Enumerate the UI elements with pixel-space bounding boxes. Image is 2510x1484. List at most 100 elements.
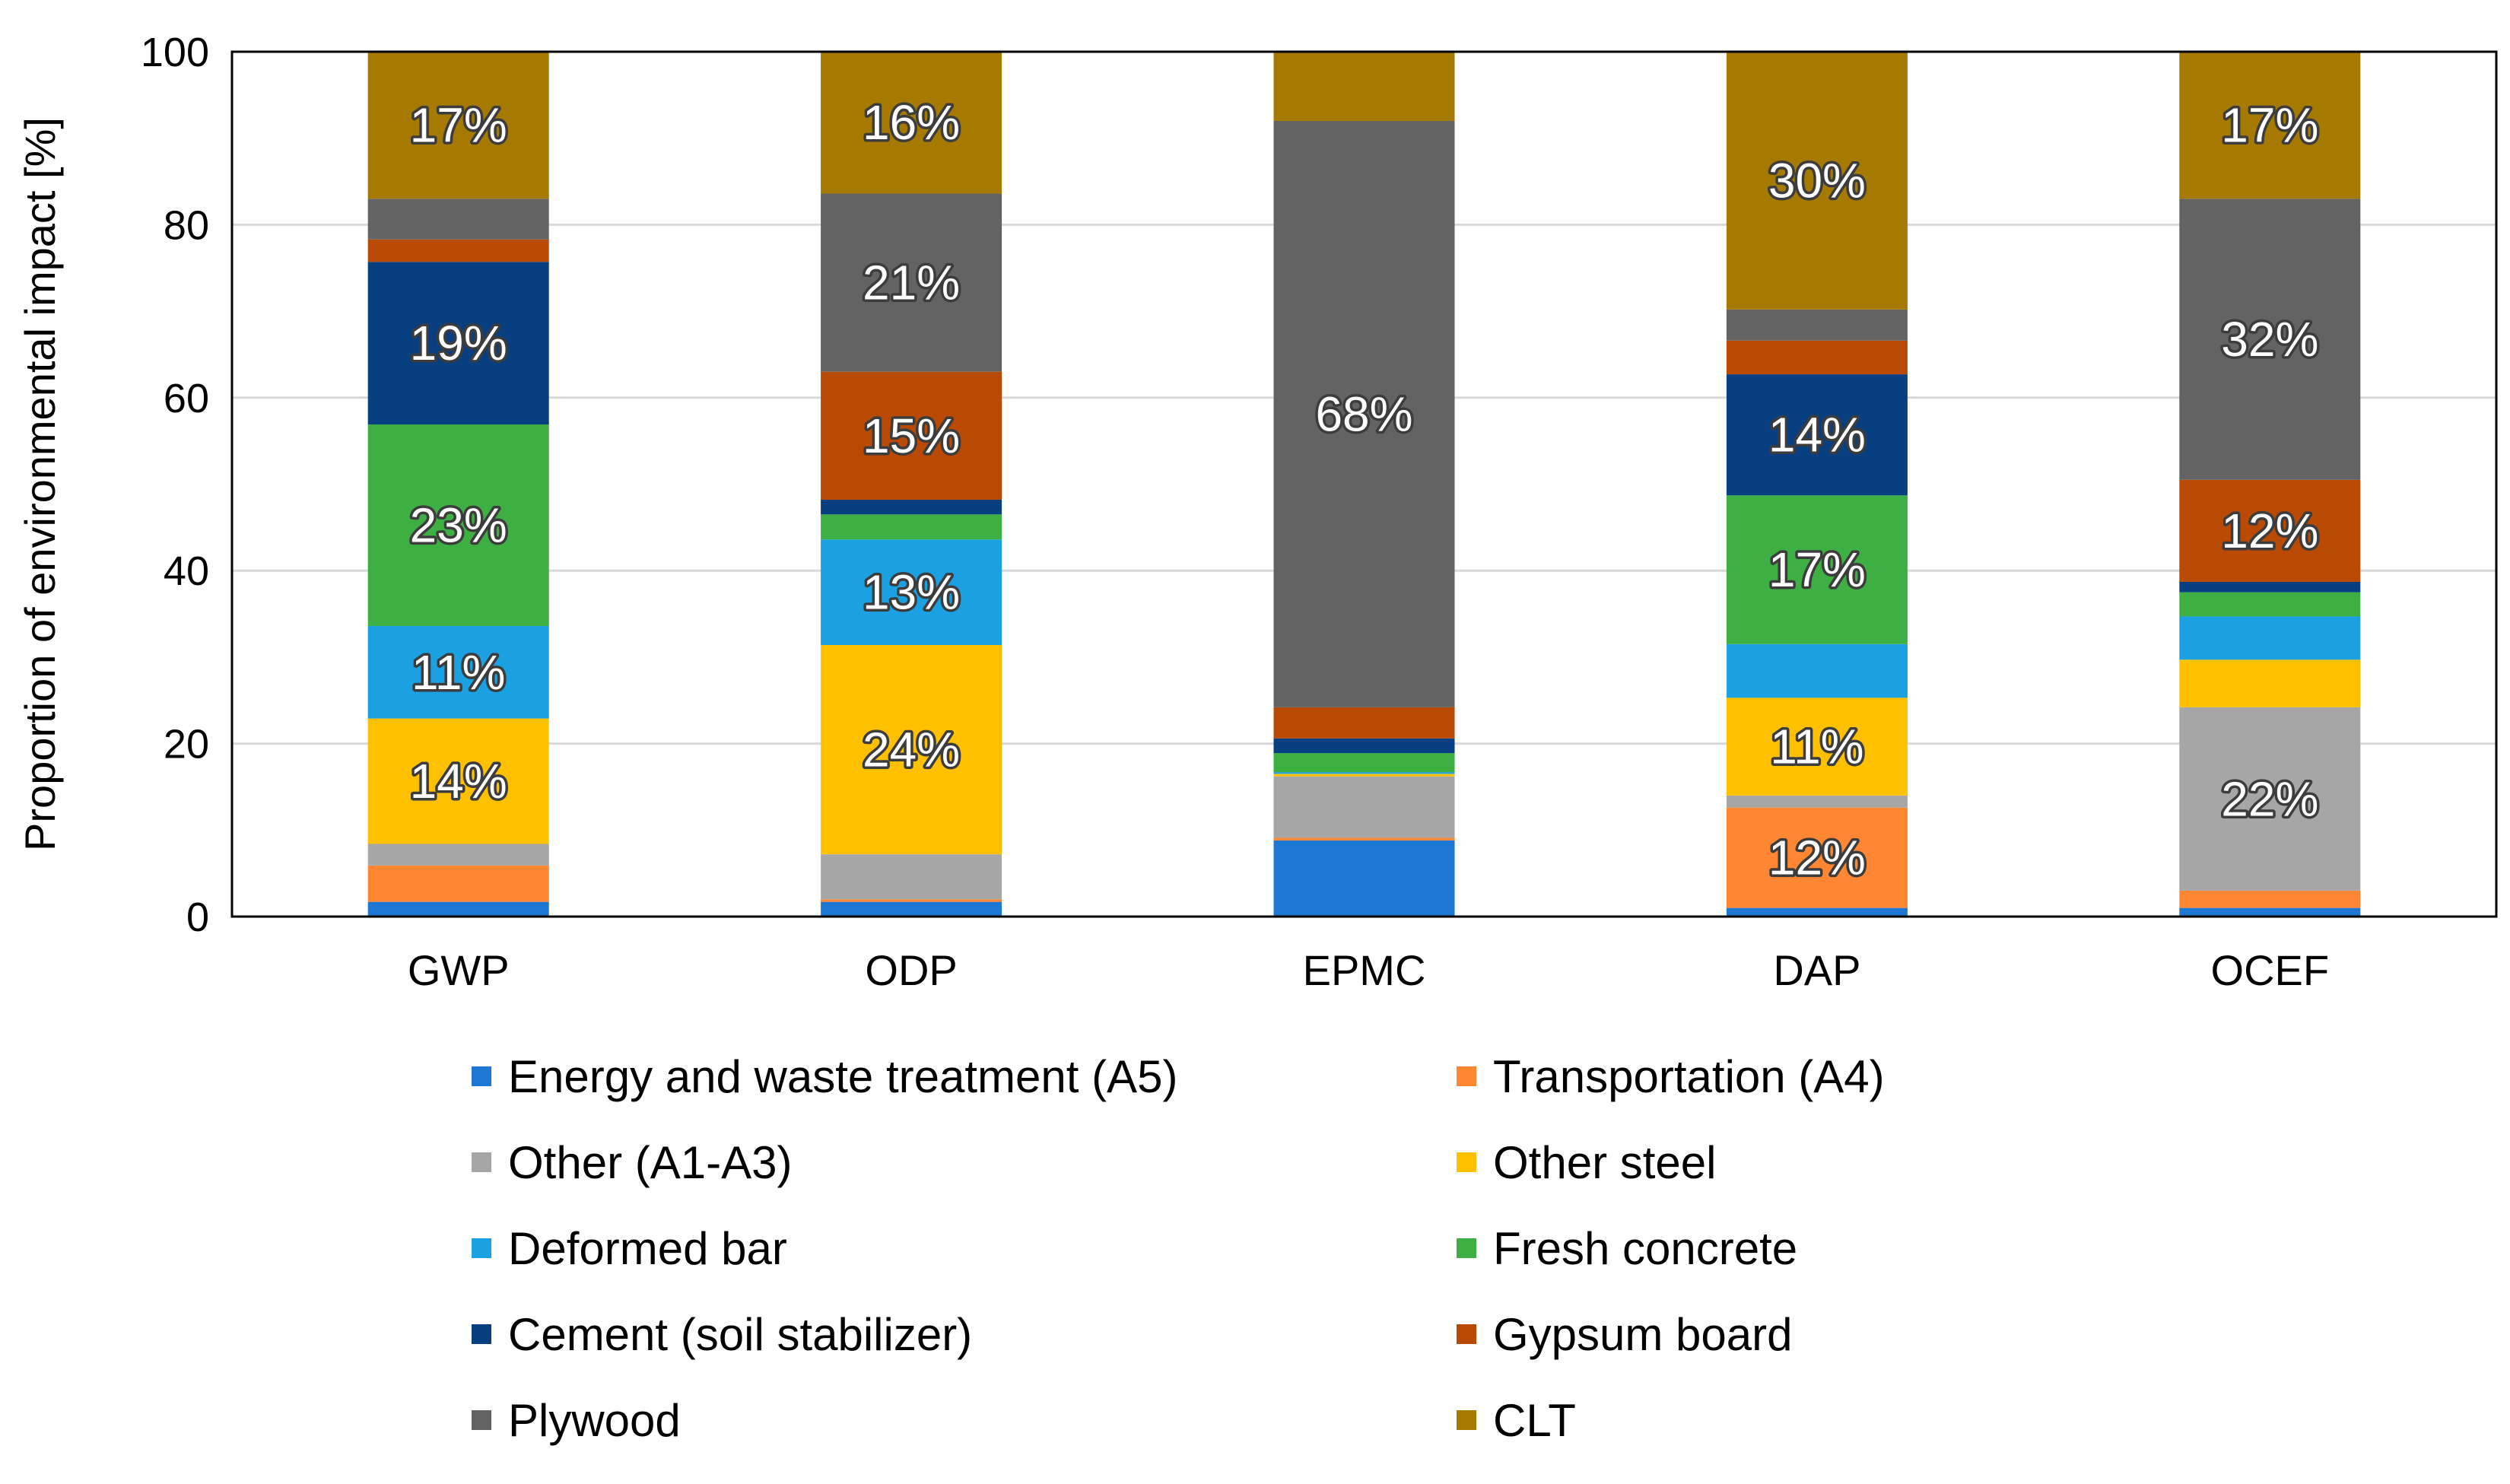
y-tick-label: 60: [164, 376, 209, 421]
bar-segment: [1726, 374, 1908, 496]
legend-item: Energy and waste treatment (A5): [472, 1051, 1177, 1102]
legend-label: Fresh concrete: [1493, 1223, 1797, 1274]
x-tick-label: ODP: [865, 946, 957, 994]
legend-label: Gypsum board: [1493, 1309, 1793, 1360]
bar-segment: [1726, 340, 1908, 375]
bar-segment: [821, 644, 1002, 855]
bar-segment: [1726, 795, 1908, 808]
y-axis-title: Proportion of environmental impact [%]: [16, 117, 64, 851]
data-label: 14%: [410, 754, 507, 809]
bar-segment: [2179, 907, 2361, 917]
legend-item: Plywood: [472, 1395, 681, 1446]
bar-segment: [821, 901, 1002, 917]
legend-label: Other steel: [1493, 1137, 1716, 1188]
plot-area-frame: [230, 50, 2498, 918]
y-tick-label: 0: [186, 895, 209, 940]
legend-swatch: [1457, 1238, 1476, 1258]
legend-item: Gypsum board: [1457, 1309, 1793, 1360]
data-label: 32%: [2221, 312, 2318, 367]
legend-swatch: [472, 1324, 491, 1344]
bar-segment: [1726, 907, 1908, 917]
bar-segment: [367, 901, 549, 917]
bar-segment: [1273, 837, 1455, 841]
legend-label: Energy and waste treatment (A5): [508, 1051, 1177, 1102]
data-label: 17%: [410, 98, 507, 153]
bar-segment: [821, 371, 1002, 500]
bar-segment: [1273, 774, 1455, 777]
data-label: 13%: [863, 565, 960, 620]
legend-swatch: [472, 1238, 491, 1258]
bar-segment: [1273, 753, 1455, 773]
y-tick-label: 80: [164, 202, 209, 248]
y-axis-ticks: 0 20 40 60 80 100: [141, 30, 209, 940]
bar-segment: [1726, 807, 1908, 908]
bar-segment: [1273, 52, 1455, 121]
legend-item: Other (A1-A3): [472, 1137, 792, 1188]
legend-swatch: [472, 1410, 491, 1430]
bar-segment: [367, 262, 549, 425]
bar-segment: [2179, 581, 2361, 593]
x-tick-label: GWP: [408, 946, 510, 994]
data-label: 17%: [2221, 98, 2318, 153]
data-label: 16%: [863, 95, 960, 150]
bar-segment: [1273, 776, 1455, 838]
data-label: 12%: [2221, 504, 2318, 558]
legend-swatch: [1457, 1410, 1476, 1430]
bar-segment: [821, 193, 1002, 372]
bar-segment: [2179, 199, 2361, 480]
legend-item: Other steel: [1457, 1137, 1716, 1188]
data-labels: 14% 11% 23% 19% 17% 24% 13% 15% 21% 16% 68% 12% 11% 1…: [407, 93, 2321, 888]
bars: [367, 52, 2361, 917]
bar-segment: [2179, 592, 2361, 617]
bar-segment: [821, 899, 1002, 902]
legend-label: Cement (soil stabilizer): [508, 1309, 972, 1360]
legend-label: Transportation (A4): [1493, 1051, 1885, 1102]
y-tick-label: 100: [141, 30, 209, 75]
bar-segment: [367, 199, 549, 240]
data-label: 11%: [1770, 720, 1863, 774]
bar-segment: [1273, 840, 1455, 917]
legend-item: Deformed bar: [472, 1223, 787, 1274]
legend-swatch: [472, 1066, 491, 1086]
data-label: 23%: [410, 498, 507, 553]
legend-swatch: [1457, 1152, 1476, 1172]
x-axis-labels: GWP ODP EPMC DAP OCEF: [408, 946, 2329, 994]
legend-swatch: [1457, 1324, 1476, 1344]
data-label: 68%: [1315, 386, 1412, 441]
bar-segment: [2179, 707, 2361, 891]
legend-label: Deformed bar: [508, 1223, 787, 1274]
bar-segment: [367, 52, 549, 199]
bar-segment: [821, 499, 1002, 515]
bar-segment: [2179, 616, 2361, 660]
data-label: 15%: [863, 408, 960, 463]
bar-segment: [1273, 707, 1455, 739]
x-tick-label: OCEF: [2211, 946, 2330, 994]
data-label: 22%: [2221, 771, 2318, 826]
bar-segment: [1273, 772, 1455, 774]
legend-item: Transportation (A4): [1457, 1051, 1885, 1102]
legend-swatch: [1457, 1066, 1476, 1086]
bar-segment: [367, 718, 549, 844]
x-tick-label: DAP: [1773, 946, 1860, 994]
legend-swatch: [472, 1152, 491, 1172]
data-label: 19%: [410, 316, 507, 370]
bar-segment: [367, 865, 549, 902]
legend-label: CLT: [1493, 1395, 1576, 1446]
data-label: 17%: [1768, 542, 1866, 597]
bar-segment: [2179, 479, 2361, 582]
y-tick-label: 20: [164, 722, 209, 767]
bar-segment: [1726, 495, 1908, 644]
bar-segment: [2179, 659, 2361, 707]
data-label: 21%: [863, 256, 960, 310]
bar-segment: [1273, 120, 1455, 707]
data-label: 12%: [1768, 831, 1866, 885]
y-tick-label: 40: [164, 548, 209, 594]
bar-segment: [2179, 890, 2361, 908]
bar-segment: [2179, 52, 2361, 199]
legend: Energy and waste treatment (A5) Transport…: [472, 1051, 1885, 1446]
legend-item: Fresh concrete: [1457, 1223, 1797, 1274]
legend-item: CLT: [1457, 1395, 1576, 1446]
bar-segment: [367, 625, 549, 719]
bar-segment: [367, 844, 549, 866]
